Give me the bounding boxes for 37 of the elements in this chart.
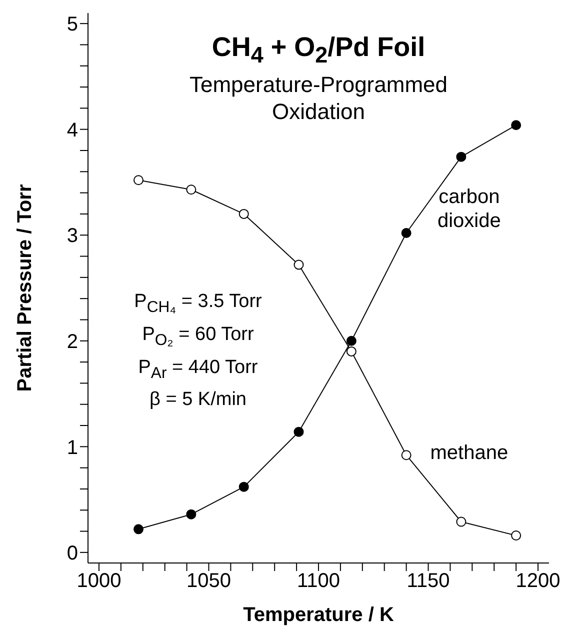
x-tick-label: 1150 [406,570,450,592]
point [186,184,196,195]
point [294,426,304,437]
x-axis-title: Temperature / K [243,604,394,626]
y-tick-label: 2 [66,330,78,353]
point [456,152,466,162]
annotation: β = 5 K/min [148,388,248,412]
text: Temperature-Programmed Oxidation [188,71,448,126]
annotation: P$_{Ar}$ = 440 Torr [137,356,259,384]
text: CH$_{4}$ + O$_{2}$/Pd Foil [210,31,426,70]
y-tick-label: 3 [66,225,78,248]
point [346,346,356,356]
series-label: carbon dioxide [437,186,501,232]
point [238,482,249,492]
point [294,260,304,270]
point [186,509,196,520]
point [511,120,522,130]
y-tick-label: 1 [66,436,78,459]
x-tick-label: 1100 [296,570,340,592]
point [456,516,466,527]
x-tick-label: 1000 [76,570,122,592]
x-tick-label: 1050 [186,570,231,592]
y-tick-label: 4 [66,119,78,142]
y-tick-label: 5 [66,14,78,36]
point [346,336,356,346]
point [238,208,249,219]
y-tick-label: 0 [66,542,78,565]
point [511,530,522,540]
annotation: P$_{O₂}$ = 60 Torr [141,322,255,351]
point [133,175,144,186]
y-axis-title: Partial Pressure / Torr [14,184,36,392]
x-tick-label: 1200 [516,570,560,592]
point [401,450,412,460]
point [133,524,144,534]
point [401,228,412,238]
annotation: P$_{CH₄}$ = 3.5 Torr [133,290,263,318]
series-label: methane [430,442,508,464]
